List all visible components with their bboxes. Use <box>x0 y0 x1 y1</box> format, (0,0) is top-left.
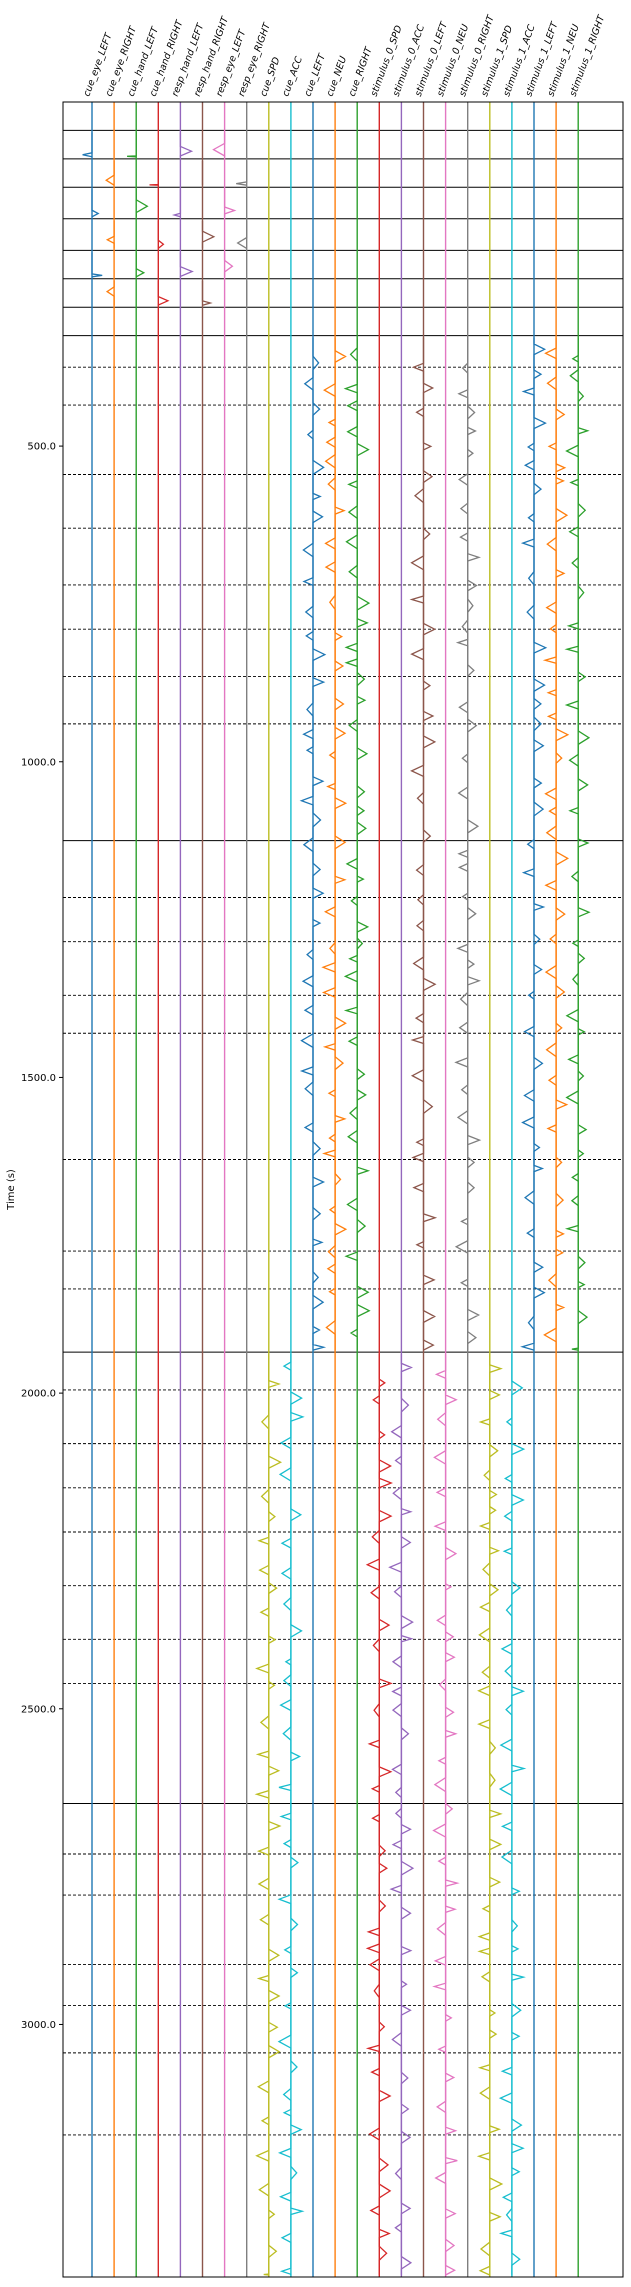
waveform <box>321 337 348 1351</box>
waveform <box>254 1354 283 2276</box>
waveform <box>236 160 248 186</box>
y-tick-label: 1500.0 <box>21 1073 56 1084</box>
waveform <box>91 189 100 218</box>
waveform <box>105 220 115 249</box>
waveform <box>343 337 371 1351</box>
waveform <box>223 252 234 277</box>
y-axis-title: Time (s) <box>6 1169 17 1211</box>
waveform <box>179 132 194 157</box>
y-tick-label: 2500.0 <box>21 1704 56 1715</box>
plot-area <box>62 101 624 2278</box>
waveform <box>520 337 548 1351</box>
waveform <box>454 337 482 1351</box>
waveform <box>365 1354 393 2275</box>
waveform <box>91 252 103 278</box>
waveform <box>104 160 115 186</box>
waveform <box>277 1354 305 2275</box>
y-tick-label: 2000.0 <box>21 1389 56 1400</box>
waveform <box>135 189 149 217</box>
waveform <box>432 1354 460 2276</box>
waveform <box>476 1354 504 2276</box>
waveform <box>299 337 327 1351</box>
waveform <box>201 220 216 249</box>
waveform <box>212 132 226 157</box>
waveform <box>236 220 248 249</box>
waveform <box>498 1354 527 2275</box>
waveform <box>157 220 165 249</box>
waveform <box>223 189 237 217</box>
y-tick-label: 500.0 <box>27 442 56 453</box>
waveform <box>127 132 137 158</box>
waveform <box>409 337 438 1351</box>
y-tick-label: 1000.0 <box>21 757 56 768</box>
waveform <box>179 252 194 278</box>
waveform <box>149 160 159 186</box>
plot-frame <box>62 101 624 2278</box>
y-tick-label: 3000.0 <box>21 2020 56 2031</box>
waveform <box>135 252 146 278</box>
waveform <box>388 1354 415 2275</box>
waveform <box>564 337 591 1351</box>
y-axis: 500.0 1000.0 1500.0 2000.0 2500.0 3000.0 <box>21 442 63 2031</box>
waveform <box>201 280 213 306</box>
waveform <box>105 280 115 306</box>
waveform <box>542 337 570 1351</box>
waveform <box>82 132 93 158</box>
waveform <box>171 189 182 218</box>
waveform <box>157 280 170 306</box>
